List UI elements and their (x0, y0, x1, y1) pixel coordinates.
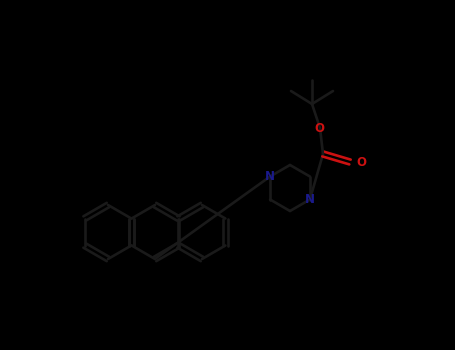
Text: N: N (305, 193, 315, 206)
Text: N: N (265, 170, 275, 183)
Text: O: O (314, 121, 324, 134)
Text: O: O (356, 156, 366, 169)
